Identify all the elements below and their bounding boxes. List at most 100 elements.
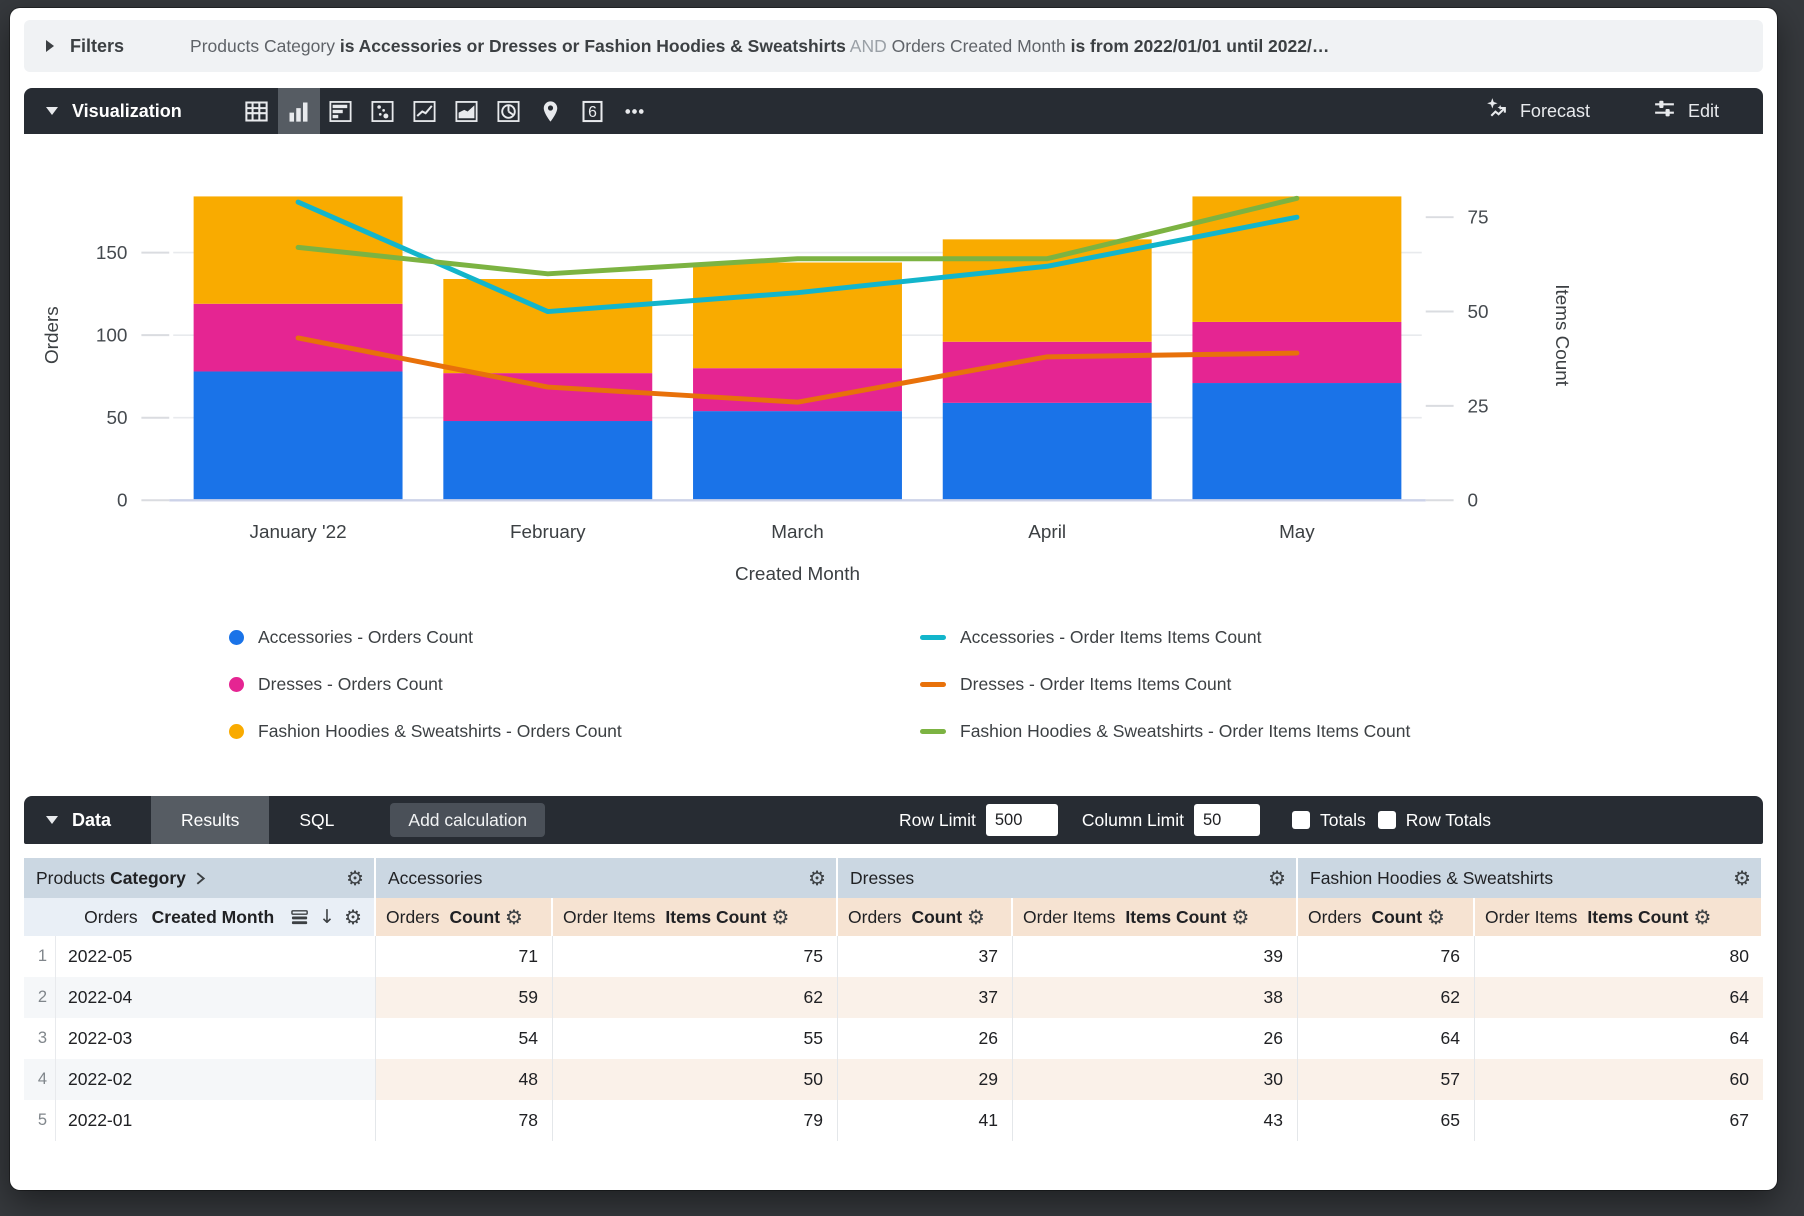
measure-cell[interactable]: 29 xyxy=(838,1059,1013,1100)
measure-cell[interactable]: 64 xyxy=(1729,1028,1749,1048)
measure-cell[interactable]: 60 xyxy=(1475,1059,1763,1100)
legend-item[interactable]: Dresses - Orders Count xyxy=(229,667,920,701)
gear-icon[interactable]: ⚙ xyxy=(505,905,523,929)
area-chart-icon-button[interactable] xyxy=(446,88,488,134)
measure-cell[interactable]: 55 xyxy=(553,1018,838,1059)
line-chart-icon-button[interactable] xyxy=(404,88,446,134)
data-collapse-caret-icon[interactable] xyxy=(46,816,58,824)
pie-chart-icon-button[interactable] xyxy=(488,88,530,134)
gear-icon[interactable]: ⚙ xyxy=(967,905,985,929)
measure-cell[interactable]: 30 xyxy=(1013,1059,1298,1100)
measure-cell[interactable]: 26 xyxy=(1013,1018,1298,1059)
expand-chevron-icon[interactable] xyxy=(194,870,207,887)
legend-item[interactable]: Accessories - Orders Count xyxy=(229,620,920,654)
bar-segment[interactable] xyxy=(693,411,902,501)
measure-cell[interactable]: 67 xyxy=(1729,1110,1749,1130)
totals-checkbox[interactable] xyxy=(1292,811,1310,829)
measure-cell[interactable]: 43 xyxy=(1013,1100,1298,1141)
measure-header[interactable]: Order Items Items Count ⚙ xyxy=(1013,898,1298,936)
bar-segment[interactable] xyxy=(942,239,1152,342)
dimension-cell[interactable]: 4 2022-02 xyxy=(24,1059,376,1100)
gear-icon[interactable]: ⚙ xyxy=(344,905,362,929)
tab-sql[interactable]: SQL xyxy=(299,809,335,830)
measure-cell[interactable]: 38 xyxy=(1013,977,1298,1018)
dimension-cell[interactable]: 1 2022-05 xyxy=(24,936,376,977)
measure-cell[interactable]: 64 xyxy=(1298,1018,1475,1059)
measure-cell[interactable]: 79 xyxy=(553,1100,838,1141)
measure-cell[interactable]: 80 xyxy=(1729,946,1749,966)
subtotals-icon[interactable] xyxy=(291,909,310,925)
dimension-header-orders-created-month[interactable]: Orders Created Month ↓ ⚙ xyxy=(24,898,376,936)
bar-segment[interactable] xyxy=(942,341,1152,403)
column-group-header[interactable]: Fashion Hoodies & Sweatshirts ⚙ xyxy=(1298,858,1763,898)
bar-segment[interactable] xyxy=(193,196,403,304)
measure-cell[interactable]: 62 xyxy=(553,977,838,1018)
bar-segment[interactable] xyxy=(443,373,653,422)
gear-icon[interactable]: ⚙ xyxy=(1693,905,1712,929)
more-icon-button[interactable] xyxy=(614,88,656,134)
measure-header[interactable]: Order Items Items Count ⚙ xyxy=(1475,898,1763,936)
gear-icon[interactable]: ⚙ xyxy=(1231,905,1250,929)
measure-cell[interactable]: 71 xyxy=(376,936,553,977)
column-chart-icon-button[interactable] xyxy=(277,88,320,134)
combo-chart[interactable]: 0 50 100 150 0 25 50 75 January '22 February March… xyxy=(24,134,1763,592)
bar-segment[interactable] xyxy=(443,278,653,374)
bar-segment[interactable] xyxy=(193,371,403,501)
measure-cell[interactable]: 75 xyxy=(553,936,838,977)
line-series[interactable] xyxy=(295,199,1300,315)
dimension-cell[interactable]: 5 2022-01 xyxy=(24,1100,376,1141)
filters-expand-caret-icon[interactable] xyxy=(46,40,54,52)
measure-cell[interactable]: 39 xyxy=(1013,936,1298,977)
measure-cell[interactable]: 37 xyxy=(838,977,1013,1018)
measure-cell[interactable]: 50 xyxy=(553,1059,838,1100)
row-limit-input[interactable] xyxy=(985,804,1058,836)
column-limit-input[interactable] xyxy=(1194,804,1260,836)
measure-cell[interactable]: 57 xyxy=(1298,1059,1475,1100)
measure-cell[interactable]: 78 xyxy=(376,1100,553,1141)
measure-header[interactable]: Orders Count ⚙ xyxy=(376,898,553,936)
column-group-header[interactable]: Dresses ⚙ xyxy=(838,858,1298,898)
map-pin-icon-button[interactable] xyxy=(530,88,572,134)
gear-icon[interactable]: ⚙ xyxy=(808,866,826,890)
measure-cell[interactable]: 48 xyxy=(376,1059,553,1100)
measure-cell[interactable]: 65 xyxy=(1298,1100,1475,1141)
visualization-collapse-caret-icon[interactable] xyxy=(46,107,58,115)
column-group-header[interactable]: Accessories ⚙ xyxy=(376,858,838,898)
forecast-button[interactable]: Forecast xyxy=(1484,96,1590,126)
measure-cell[interactable]: 59 xyxy=(376,977,553,1018)
line-series[interactable] xyxy=(295,195,1300,277)
measure-cell[interactable]: 64 xyxy=(1475,977,1763,1018)
gear-icon[interactable]: ⚙ xyxy=(1268,866,1286,890)
single-value-icon-button[interactable]: 6 xyxy=(572,88,614,134)
measure-cell[interactable]: 41 xyxy=(838,1100,1013,1141)
edit-button[interactable]: Edit xyxy=(1652,96,1719,126)
dimension-cell[interactable]: 3 2022-03 xyxy=(24,1018,376,1059)
measure-cell[interactable]: 37 xyxy=(838,936,1013,977)
measure-cell[interactable]: 62 xyxy=(1298,977,1475,1018)
measure-header[interactable]: Order Items Items Count ⚙ xyxy=(553,898,838,936)
bar-segment[interactable] xyxy=(1192,383,1402,501)
tab-results[interactable]: Results xyxy=(151,796,270,844)
bar-chart-icon-button[interactable] xyxy=(320,88,362,134)
legend-item[interactable]: Accessories - Order Items Items Count xyxy=(920,620,1763,654)
legend-item[interactable]: Dresses - Order Items Items Count xyxy=(920,667,1763,701)
gear-icon[interactable]: ⚙ xyxy=(346,866,364,890)
measure-header[interactable]: Orders Count ⚙ xyxy=(1298,898,1475,936)
bar-segment[interactable] xyxy=(443,421,653,501)
gear-icon[interactable]: ⚙ xyxy=(1733,866,1751,890)
line-series[interactable] xyxy=(295,335,1300,405)
bar-segment[interactable] xyxy=(693,262,902,369)
measure-cell[interactable]: 54 xyxy=(376,1018,553,1059)
scatter-chart-icon-button[interactable] xyxy=(362,88,404,134)
measure-cell[interactable]: 76 xyxy=(1298,936,1475,977)
dimension-cell[interactable]: 2 2022-04 xyxy=(24,977,376,1018)
legend-item[interactable]: Fashion Hoodies & Sweatshirts - Order It… xyxy=(920,714,1763,748)
gear-icon[interactable]: ⚙ xyxy=(771,905,790,929)
sort-descending-icon[interactable]: ↓ xyxy=(319,906,336,928)
measure-cell[interactable]: 26 xyxy=(838,1018,1013,1059)
table-chart-icon-button[interactable] xyxy=(236,88,278,134)
add-calculation-button[interactable]: Add calculation xyxy=(390,803,546,837)
bar-segment[interactable] xyxy=(942,402,1152,501)
measure-header[interactable]: Orders Count ⚙ xyxy=(838,898,1013,936)
column-group-header-products-category[interactable]: Products Category ⚙ xyxy=(24,858,376,898)
